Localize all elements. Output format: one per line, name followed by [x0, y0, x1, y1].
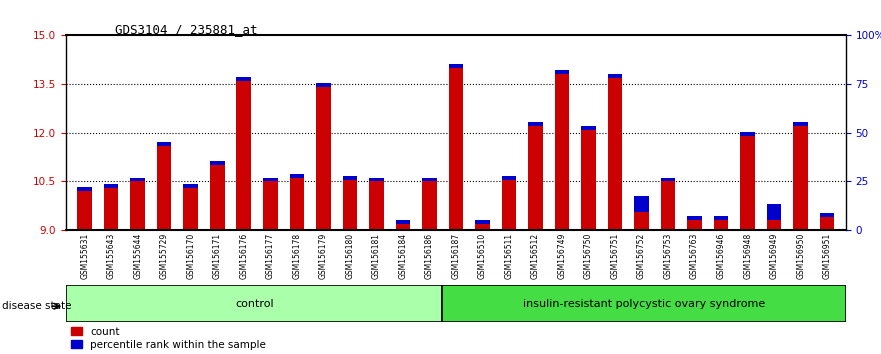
Text: GSM155644: GSM155644 — [133, 233, 142, 279]
Bar — [130, 178, 145, 182]
Bar — [183, 184, 198, 188]
Text: GSM155729: GSM155729 — [159, 233, 168, 279]
Bar — [183, 188, 198, 230]
Bar — [794, 122, 808, 126]
Bar — [555, 70, 569, 74]
Bar — [210, 165, 225, 230]
Bar — [581, 126, 596, 130]
Text: GSM156178: GSM156178 — [292, 233, 301, 279]
Bar — [661, 178, 676, 182]
Text: GSM156949: GSM156949 — [770, 233, 779, 279]
Bar — [608, 78, 622, 230]
Text: GSM156511: GSM156511 — [505, 233, 514, 279]
Bar — [396, 220, 411, 224]
Bar — [714, 217, 729, 221]
Text: GSM156752: GSM156752 — [637, 233, 646, 279]
Bar — [422, 178, 437, 182]
Text: disease state: disease state — [2, 301, 71, 311]
Bar — [529, 122, 543, 126]
Bar — [396, 224, 411, 230]
Bar — [529, 126, 543, 230]
Bar — [766, 204, 781, 221]
Bar — [555, 74, 569, 230]
Bar — [634, 212, 648, 230]
Bar — [343, 180, 357, 230]
Text: GSM156179: GSM156179 — [319, 233, 328, 279]
Bar — [820, 213, 834, 217]
FancyBboxPatch shape — [66, 285, 442, 322]
Text: GDS3104 / 235881_at: GDS3104 / 235881_at — [115, 23, 257, 36]
Text: GSM156186: GSM156186 — [425, 233, 434, 279]
Text: GSM156950: GSM156950 — [796, 233, 805, 279]
Text: GSM156948: GSM156948 — [744, 233, 752, 279]
Text: GSM155631: GSM155631 — [80, 233, 89, 279]
Text: GSM156512: GSM156512 — [531, 233, 540, 279]
Bar — [475, 220, 490, 224]
Bar — [316, 87, 330, 230]
Bar — [448, 68, 463, 230]
Bar — [687, 217, 702, 221]
Text: GSM156177: GSM156177 — [266, 233, 275, 279]
Bar — [740, 136, 755, 230]
Bar — [290, 174, 304, 178]
Bar — [157, 146, 172, 230]
Text: GSM156187: GSM156187 — [451, 233, 461, 279]
Text: GSM156753: GSM156753 — [663, 233, 672, 279]
Bar — [369, 178, 383, 182]
Bar — [236, 81, 251, 230]
Text: GSM156750: GSM156750 — [584, 233, 593, 279]
Text: GSM156176: GSM156176 — [240, 233, 248, 279]
Bar — [343, 176, 357, 180]
Bar — [448, 64, 463, 68]
Text: GSM156751: GSM156751 — [611, 233, 619, 279]
Bar — [78, 191, 92, 230]
Text: GSM156749: GSM156749 — [558, 233, 566, 279]
Text: GSM156181: GSM156181 — [372, 233, 381, 279]
Bar — [104, 188, 118, 230]
Bar — [236, 77, 251, 81]
Text: control: control — [235, 298, 274, 309]
Text: GSM156510: GSM156510 — [478, 233, 487, 279]
Text: GSM156951: GSM156951 — [823, 233, 832, 279]
Text: GSM156184: GSM156184 — [398, 233, 407, 279]
Bar — [475, 224, 490, 230]
Bar — [130, 182, 145, 230]
Bar — [661, 182, 676, 230]
Text: GSM156170: GSM156170 — [186, 233, 196, 279]
FancyBboxPatch shape — [442, 285, 846, 322]
Bar — [501, 176, 516, 180]
Bar — [316, 84, 330, 87]
Text: GSM156763: GSM156763 — [690, 233, 700, 279]
Bar — [634, 196, 648, 212]
Bar — [501, 180, 516, 230]
Bar — [714, 221, 729, 230]
Text: GSM156946: GSM156946 — [716, 233, 726, 279]
Bar — [263, 178, 278, 182]
Bar — [687, 221, 702, 230]
Text: GSM156180: GSM156180 — [345, 233, 354, 279]
Text: GSM156171: GSM156171 — [212, 233, 222, 279]
Bar — [78, 187, 92, 191]
Bar — [794, 126, 808, 230]
Bar — [608, 74, 622, 78]
Text: GSM155643: GSM155643 — [107, 233, 115, 279]
Bar — [104, 184, 118, 188]
Text: insulin-resistant polycystic ovary syndrome: insulin-resistant polycystic ovary syndr… — [523, 298, 766, 309]
Bar — [210, 161, 225, 165]
Bar — [263, 182, 278, 230]
Bar — [766, 221, 781, 230]
Bar — [740, 132, 755, 136]
Bar — [581, 130, 596, 230]
Bar — [369, 182, 383, 230]
Bar — [290, 178, 304, 230]
Legend: count, percentile rank within the sample: count, percentile rank within the sample — [71, 326, 266, 350]
Bar — [157, 142, 172, 146]
Bar — [820, 217, 834, 230]
Bar — [422, 182, 437, 230]
